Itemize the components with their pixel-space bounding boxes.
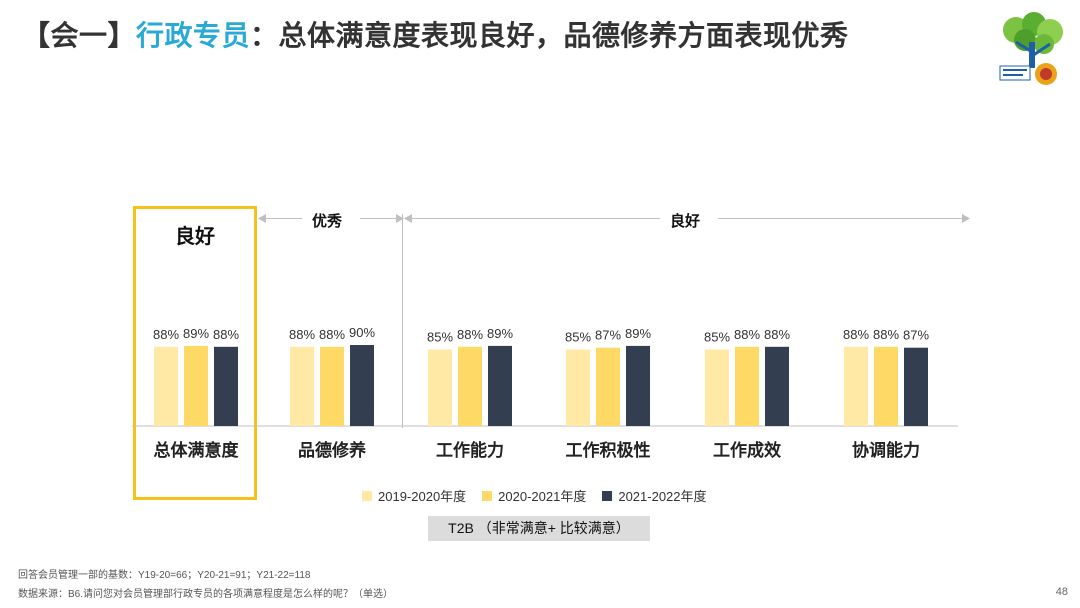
- bar: [428, 349, 452, 426]
- arrow-right-icon: [396, 214, 404, 223]
- bar: [735, 346, 759, 426]
- data-label: 88%: [734, 327, 760, 342]
- category-label: 工作能力: [436, 440, 504, 461]
- data-label: 88%: [764, 327, 790, 342]
- footnote-base: 回答会员管理一部的基数：Y19-20=66；Y20-21=91；Y21-22=1…: [18, 570, 311, 581]
- chart-legend: 2019-2020年度 2020-2021年度 2021-2022年度: [362, 486, 707, 505]
- legend-item: 2021-2022年度: [602, 486, 707, 505]
- bar: [458, 346, 482, 426]
- band-separator: [402, 214, 403, 428]
- bar: [844, 346, 868, 426]
- bar: [705, 349, 729, 426]
- data-label: 88%: [873, 327, 899, 342]
- data-label: 89%: [625, 326, 651, 341]
- legend-swatch: [362, 490, 372, 501]
- arrow-left-icon: [258, 214, 266, 223]
- data-label: 88%: [213, 327, 239, 342]
- data-label: 88%: [289, 327, 315, 342]
- band-label-good: 良好: [664, 210, 707, 231]
- data-label: 88%: [457, 327, 483, 342]
- tree-logo-icon: [999, 12, 1063, 85]
- bar: [320, 346, 344, 426]
- data-label: 85%: [427, 330, 453, 345]
- legend-label: 2019-2020年度: [378, 489, 467, 504]
- data-label: 87%: [903, 328, 929, 343]
- bar: [874, 346, 898, 426]
- category-label: 总体满意度: [154, 440, 240, 461]
- category-label: 工作积极性: [566, 440, 651, 461]
- band-line-excellent-right: [360, 218, 398, 219]
- title-prefix: 【会一】: [22, 19, 137, 52]
- bar: [765, 346, 789, 426]
- data-label: 85%: [565, 330, 591, 345]
- bar: [184, 345, 208, 426]
- highlight-frame: [133, 206, 257, 500]
- band-line-good-left: [408, 218, 660, 219]
- bar: [904, 347, 928, 426]
- legend-item: 2020-2021年度: [482, 486, 586, 505]
- band-line-excellent-left: [262, 218, 302, 219]
- band-line-good-right: [718, 218, 964, 219]
- bar: [290, 346, 314, 426]
- bar: [154, 346, 178, 426]
- page-title: 【会一】行政专员：总体满意度表现良好，品德修养方面表现优秀: [22, 14, 849, 54]
- title-accent: 行政专员: [136, 19, 251, 52]
- arrow-right-icon: [962, 214, 970, 223]
- data-label: 88%: [153, 327, 179, 342]
- footnote-source: 数据来源：B6.请问您对会员管理部行政专员的各项满意程度是怎么样的呢？（单选）: [18, 589, 394, 600]
- bar: [596, 347, 620, 426]
- category-label: 品德修养: [298, 440, 367, 461]
- bar: [488, 345, 512, 426]
- data-label: 88%: [843, 327, 869, 342]
- data-label: 89%: [183, 326, 209, 341]
- band-label-excellent: 优秀: [306, 210, 349, 231]
- page-number: 48: [1055, 586, 1068, 598]
- bar: [566, 349, 590, 426]
- legend-swatch: [482, 490, 493, 501]
- category-label: 协调能力: [852, 440, 920, 461]
- data-label: 88%: [319, 327, 345, 342]
- data-label: 90%: [349, 325, 375, 340]
- legend-item: 2019-2020年度: [362, 486, 466, 505]
- bar: [214, 346, 238, 426]
- data-label: 85%: [704, 330, 730, 345]
- category-label: 工作成效: [713, 440, 781, 461]
- arrow-left-icon: [404, 214, 412, 223]
- title-rest: ：总体满意度表现良好，品德修养方面表现优秀: [250, 19, 849, 52]
- legend-label: 2020-2021年度: [498, 489, 587, 504]
- legend-label: 2021-2022年度: [618, 489, 707, 504]
- bar: [350, 345, 374, 426]
- highlight-label: 良好: [175, 224, 215, 248]
- data-label: 87%: [595, 328, 621, 343]
- bar: [626, 345, 650, 426]
- data-label: 89%: [487, 326, 513, 341]
- t2b-label: T2B （非常满意+ 比较满意）: [428, 516, 650, 541]
- legend-swatch: [602, 490, 613, 501]
